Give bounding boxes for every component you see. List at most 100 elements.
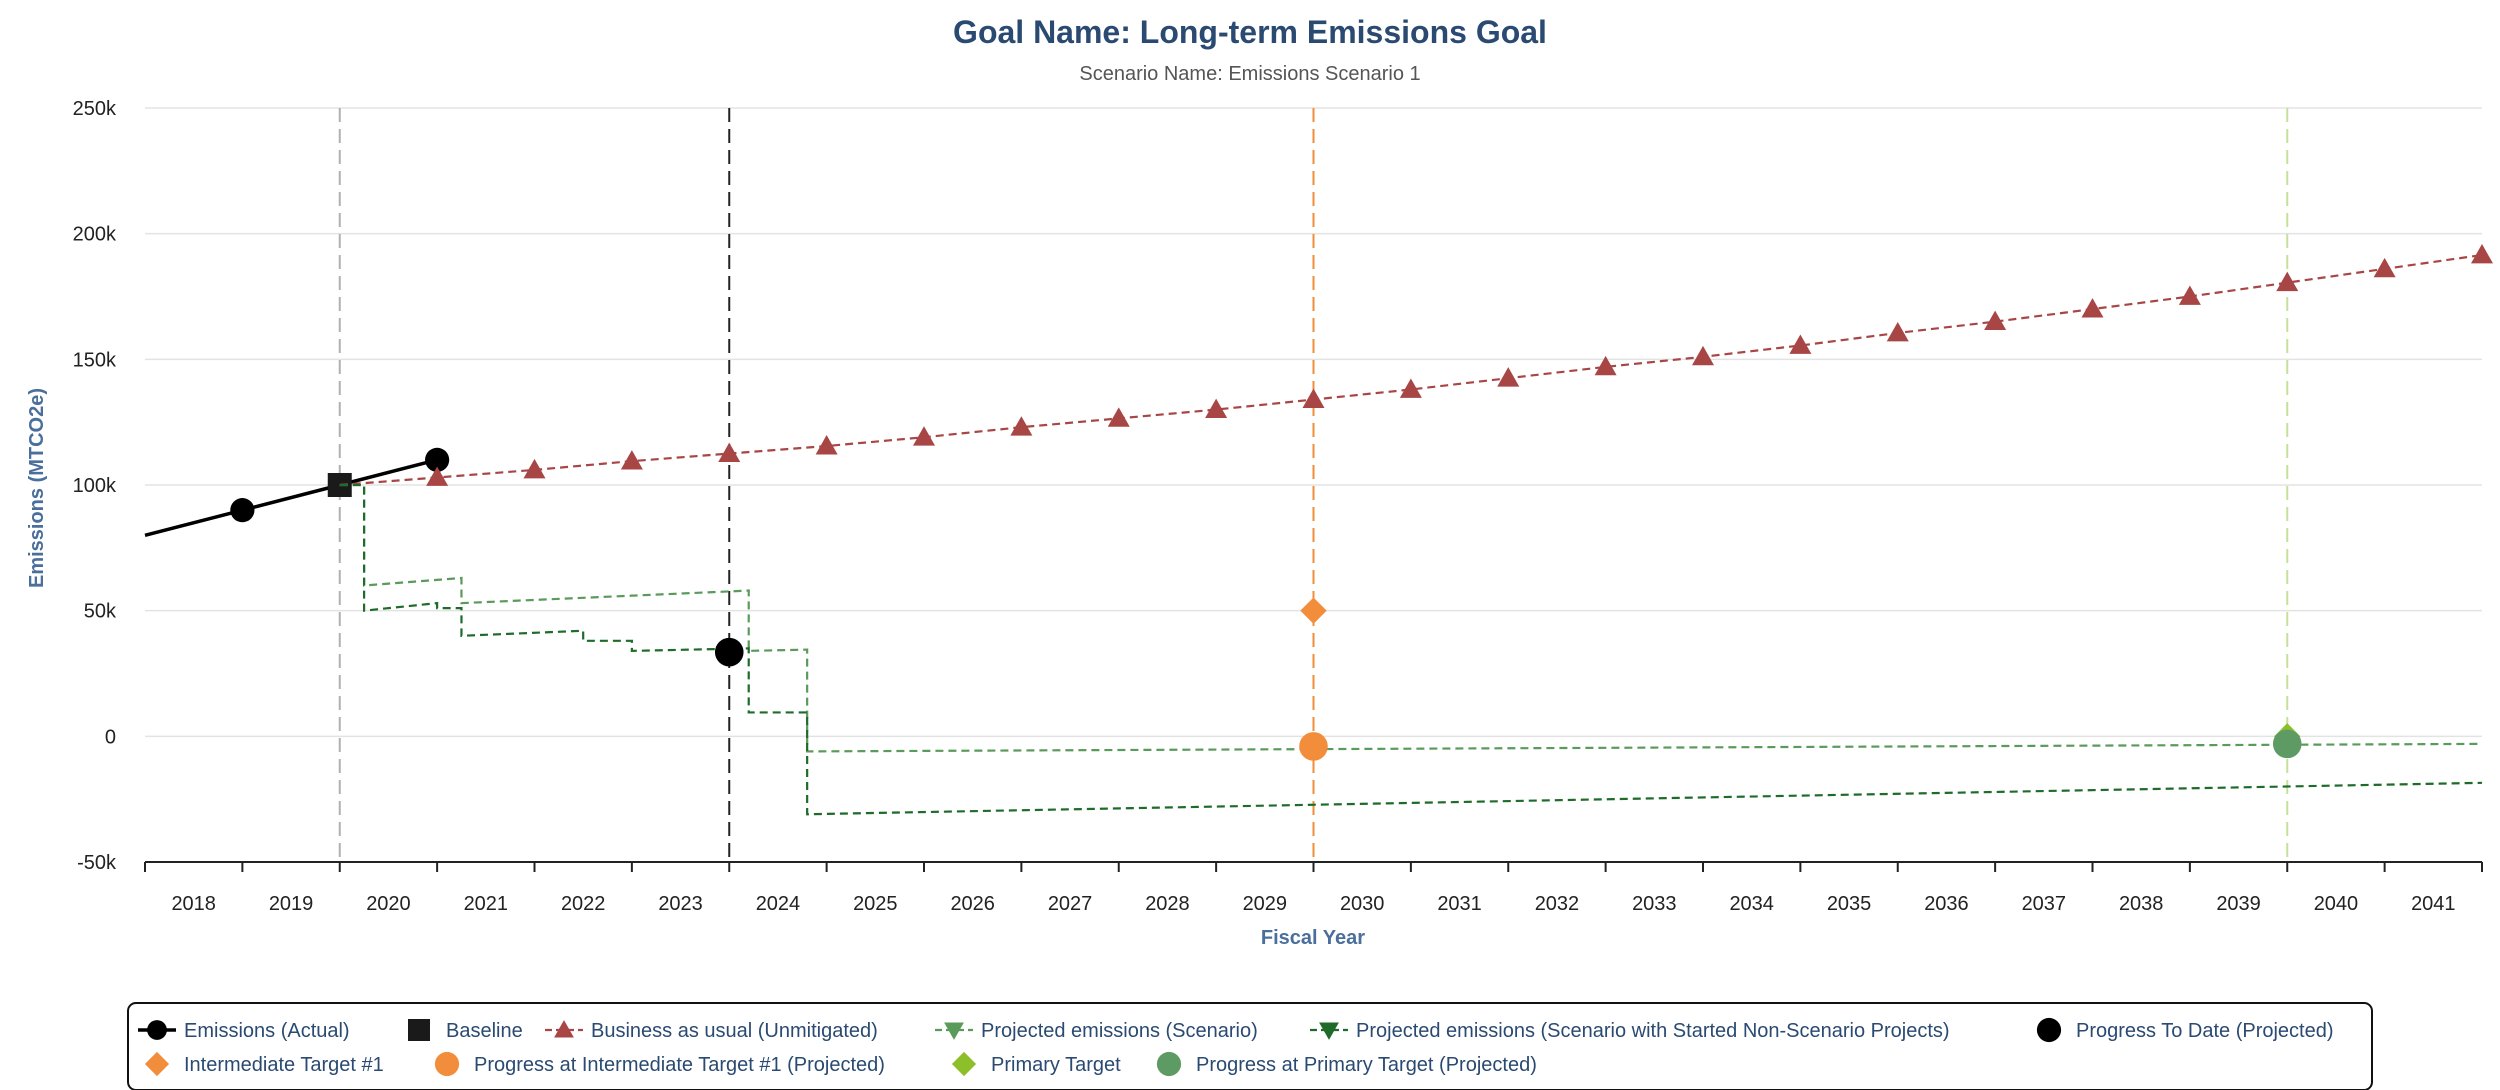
legend-item: Emissions (Actual) bbox=[138, 1020, 350, 1042]
legend-label: Primary Target bbox=[991, 1054, 1121, 1076]
series-line bbox=[339, 483, 2483, 753]
x-tick-label: 2026 bbox=[950, 893, 995, 915]
legend-swatch-marker bbox=[2036, 1017, 2062, 1043]
legend-swatch-marker bbox=[1156, 1051, 1182, 1077]
y-tick-label: 100k bbox=[73, 475, 117, 497]
legend-label: Projected emissions (Scenario) bbox=[981, 1020, 1258, 1042]
data-point bbox=[815, 435, 838, 455]
data-point bbox=[1299, 732, 1328, 761]
y-tick-label: 200k bbox=[73, 224, 117, 246]
y-axis-ticks: -50k 0 50k 100k 150k 200k 250k bbox=[73, 98, 117, 874]
series-progress-to-date-projected bbox=[714, 637, 744, 667]
data-point bbox=[1594, 355, 1617, 376]
data-point bbox=[2373, 257, 2396, 278]
data-point bbox=[718, 442, 741, 462]
x-tick-label: 2028 bbox=[1145, 893, 1190, 915]
x-tick-label: 2025 bbox=[853, 893, 898, 915]
x-tick-label: 2037 bbox=[2022, 893, 2067, 915]
legend-label: Baseline bbox=[446, 1020, 523, 1042]
series-projected-emissions-scenario-with-started-non-scenario-projects bbox=[339, 483, 2483, 816]
x-tick-label: 2039 bbox=[2216, 893, 2261, 915]
x-tick-label: 2022 bbox=[561, 893, 606, 915]
x-axis-title: Fiscal Year bbox=[1261, 927, 1365, 949]
series-emissions-actual bbox=[144, 447, 450, 537]
legend-swatch-marker bbox=[951, 1051, 977, 1077]
legend-label: Business as usual (Unmitigated) bbox=[591, 1020, 878, 1042]
data-point bbox=[1107, 407, 1130, 427]
x-tick-label: 2036 bbox=[1924, 893, 1969, 915]
legend-label: Progress To Date (Projected) bbox=[2076, 1020, 2334, 1042]
x-tick-label: 2040 bbox=[2314, 893, 2359, 915]
data-point bbox=[1302, 388, 1325, 408]
y-axis-title: Emissions (MTCO2e) bbox=[26, 388, 48, 588]
legend: Emissions (Actual) Baseline Business as us… bbox=[127, 1002, 2373, 1090]
y-tick-label: 250k bbox=[73, 98, 117, 120]
x-tick-label: 2021 bbox=[464, 893, 509, 915]
x-tick-label: 2029 bbox=[1243, 893, 1288, 915]
x-tick-label: 2023 bbox=[658, 893, 703, 915]
series-layer bbox=[144, 244, 2493, 816]
series-business-as-usual-unmitigated bbox=[339, 244, 2493, 487]
data-point bbox=[426, 466, 449, 486]
data-point bbox=[1984, 310, 2007, 331]
data-point bbox=[1205, 398, 1228, 418]
legend-item: Progress To Date (Projected) bbox=[2036, 1017, 2334, 1043]
legend-swatch-marker bbox=[144, 1051, 170, 1077]
y-tick-label: 150k bbox=[73, 349, 117, 371]
x-tick-label: 2038 bbox=[2119, 893, 2164, 915]
y-tick-label: 50k bbox=[84, 601, 117, 623]
legend-item: Progress at Primary Target (Projected) bbox=[1156, 1051, 1537, 1077]
legend-label: Progress at Intermediate Target #1 (Proj… bbox=[474, 1054, 885, 1076]
x-tick-label: 2027 bbox=[1048, 893, 1093, 915]
x-axis: 2018 2019 2020 2021 2022 2023 2024 2025 2026 2027… bbox=[144, 861, 2483, 915]
x-tick-label: 2035 bbox=[1827, 893, 1872, 915]
legend-item: Projected emissions (Scenario) bbox=[935, 1020, 1258, 1042]
legend-item: Primary Target bbox=[951, 1051, 1121, 1077]
legend-item: Baseline bbox=[408, 1019, 523, 1042]
x-tick-label: 2019 bbox=[269, 893, 314, 915]
data-point bbox=[620, 450, 643, 470]
series-projected-emissions-scenario bbox=[339, 483, 2483, 753]
x-tick-label: 2034 bbox=[1729, 893, 1774, 915]
data-point bbox=[2178, 285, 2201, 305]
x-tick-label: 2018 bbox=[171, 893, 216, 915]
legend-label: Intermediate Target #1 bbox=[184, 1054, 384, 1076]
data-point bbox=[425, 447, 450, 472]
y-tick-label: -50k bbox=[77, 852, 117, 874]
legend-swatch-marker bbox=[147, 1020, 167, 1040]
chart-title: Goal Name: Long-term Emissions Goal bbox=[953, 14, 1547, 50]
chart-subtitle: Scenario Name: Emissions Scenario 1 bbox=[1079, 63, 1420, 85]
legend-swatch-marker bbox=[554, 1020, 574, 1038]
legend-item: Progress at Intermediate Target #1 (Proj… bbox=[434, 1051, 885, 1077]
data-point bbox=[2471, 244, 2493, 264]
x-tick-label: 2024 bbox=[756, 893, 801, 915]
data-point bbox=[1399, 378, 1422, 398]
data-point bbox=[523, 458, 546, 479]
data-point bbox=[2272, 729, 2302, 759]
data-point bbox=[1886, 321, 1909, 342]
legend-item: Intermediate Target #1 bbox=[144, 1051, 384, 1077]
x-tick-label: 2041 bbox=[2411, 893, 2456, 915]
legend-box bbox=[127, 1002, 2373, 1090]
data-point bbox=[1692, 345, 1714, 366]
data-point bbox=[913, 426, 935, 446]
series-intermediate-target-1 bbox=[1300, 597, 1327, 624]
series-progress-at-intermediate-target-1-projected bbox=[1299, 732, 1328, 761]
legend-swatch-marker bbox=[434, 1051, 460, 1077]
x-tick-label: 2020 bbox=[366, 893, 411, 915]
data-point bbox=[1497, 367, 1520, 387]
data-point bbox=[2081, 298, 2104, 318]
data-point bbox=[714, 637, 744, 667]
data-point bbox=[1010, 416, 1033, 436]
legend-swatch-marker bbox=[1319, 1022, 1339, 1040]
legend-swatch-marker bbox=[944, 1022, 964, 1040]
data-point bbox=[1789, 334, 1812, 354]
data-point bbox=[1300, 597, 1327, 624]
x-tick-label: 2033 bbox=[1632, 893, 1677, 915]
legend-label: Emissions (Actual) bbox=[184, 1020, 350, 1042]
data-point bbox=[2276, 271, 2299, 292]
legend-item: Business as usual (Unmitigated) bbox=[545, 1020, 878, 1042]
series-progress-at-primary-target-projected bbox=[2272, 729, 2302, 759]
x-tick-label: 2030 bbox=[1340, 893, 1385, 915]
